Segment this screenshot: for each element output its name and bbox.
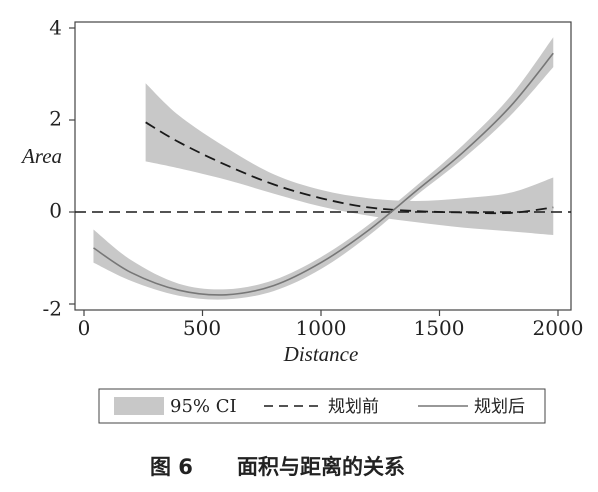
legend: 95% CI 规划前 规划后 — [98, 388, 546, 424]
legend-label-ci: 95% CI — [170, 396, 237, 417]
legend-swatch-ci — [114, 397, 164, 415]
x-tick-label: 1000 — [296, 316, 347, 340]
axis-ticks — [69, 27, 559, 316]
x-tick-label: 500 — [183, 316, 221, 340]
y-tick-label: 2 — [49, 107, 62, 131]
ci-bands — [93, 37, 554, 300]
y-tick-label: 0 — [49, 199, 62, 223]
y-tick-label: -2 — [43, 297, 62, 321]
legend-frame — [98, 388, 546, 424]
series-line-after — [93, 52, 554, 296]
y-axis-title: Area — [20, 144, 62, 168]
legend-label-after: 规划后 — [474, 397, 525, 417]
series-lines — [75, 52, 571, 296]
series-line-before — [145, 121, 554, 215]
x-axis-title: Distance — [283, 342, 359, 366]
plot-frame — [74, 21, 572, 311]
x-tick-label: 1500 — [414, 316, 465, 340]
figure-label: 图 6 — [150, 455, 193, 479]
y-tick-label: 4 — [49, 16, 62, 40]
figure-caption: 面积与距离的关系 — [237, 455, 405, 479]
ci-band-after — [93, 37, 554, 300]
x-tick-label: 2000 — [533, 316, 584, 340]
x-tick-label: 0 — [78, 316, 91, 340]
legend-label-before: 规划前 — [328, 397, 379, 417]
